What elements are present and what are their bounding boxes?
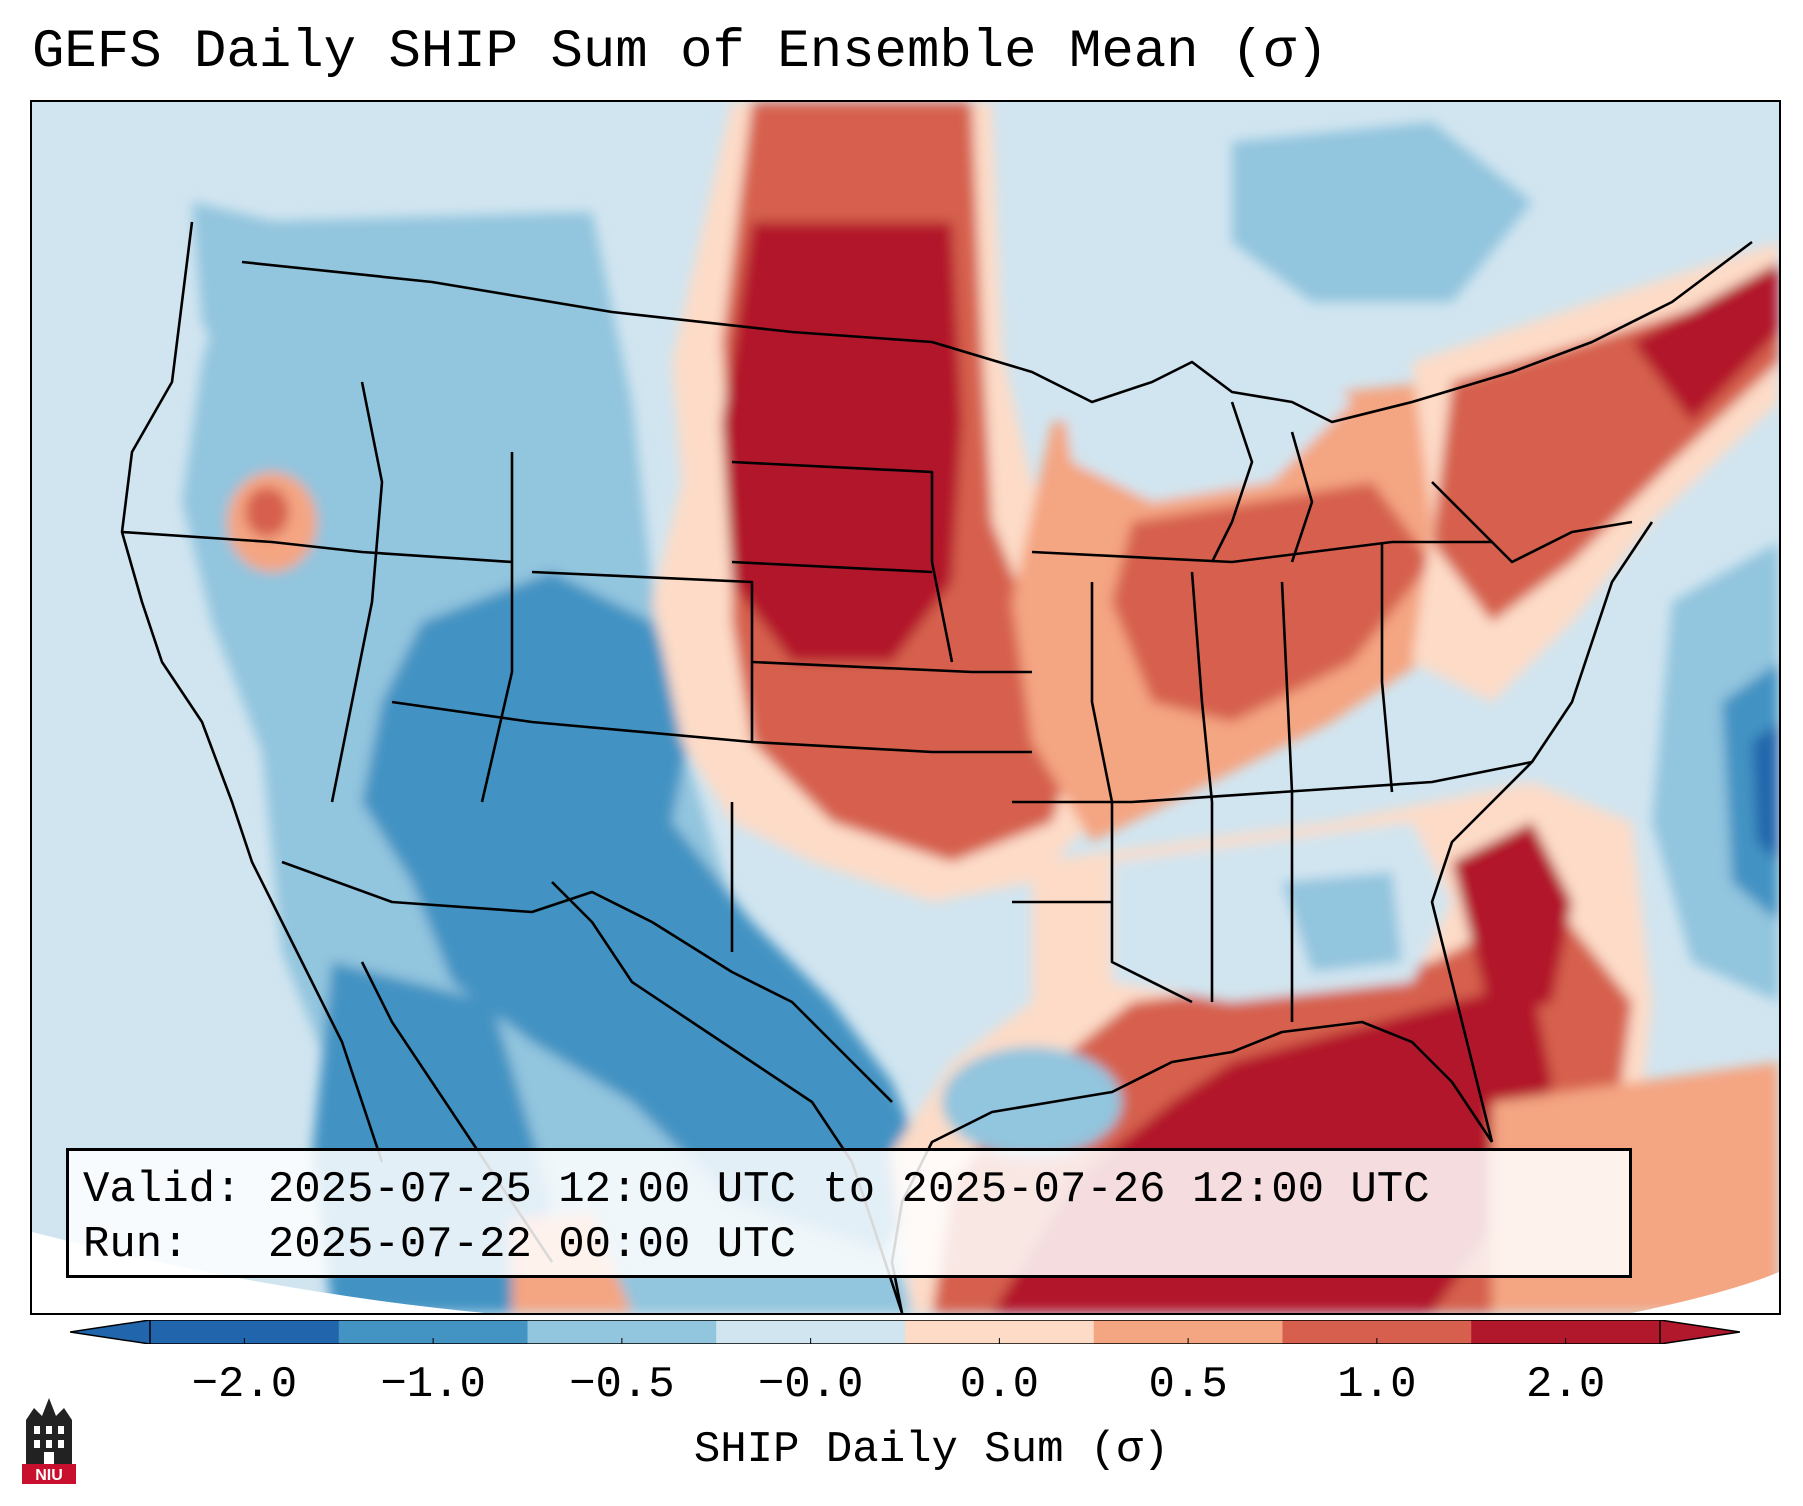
logo-text: NIU xyxy=(35,1467,63,1484)
tick-label: −0.5 xyxy=(569,1360,675,1410)
tick-label: −0.0 xyxy=(757,1360,864,1410)
colorbar-ticks xyxy=(243,1338,1567,1344)
logo-band xyxy=(22,1464,76,1484)
run-time-text: Run: 2025-07-22 00:00 UTC xyxy=(83,1220,796,1270)
colorbar xyxy=(70,1320,1740,1344)
map-panel xyxy=(30,100,1781,1315)
tick-label: −2.0 xyxy=(191,1360,298,1410)
tick-label: 0.5 xyxy=(1148,1360,1228,1410)
colorbar-label: SHIP Daily Sum (σ) xyxy=(0,1425,1803,1475)
colorbar-label-text: SHIP Daily Sum (σ) xyxy=(693,1425,1170,1475)
colorbar-extend-high xyxy=(1660,1320,1740,1344)
ship-map xyxy=(32,102,1779,1313)
tick-label: −1.0 xyxy=(380,1360,486,1410)
colorbar-segments xyxy=(150,1320,1661,1344)
colorbar-outline xyxy=(149,1320,1661,1344)
niu-logo: NIU xyxy=(22,1398,76,1484)
domain-edge xyxy=(32,1232,1032,1313)
valid-run-info-box: Valid: 2025-07-25 12:00 UTC to 2025-07-2… xyxy=(66,1148,1632,1278)
tick-label: 2.0 xyxy=(1526,1360,1606,1410)
map-title: GEFS Daily SHIP Sum of Ensemble Mean (σ) xyxy=(32,22,1329,83)
colorbar-extend-low xyxy=(70,1320,150,1344)
tick-label: 1.0 xyxy=(1337,1360,1417,1410)
tick-label: 0.0 xyxy=(959,1360,1039,1410)
colorbar-tick-labels: −2.0 −1.0 −0.5 −0.0 0.0 0.5 1.0 2.0 xyxy=(0,1360,1803,1420)
valid-time-text: Valid: 2025-07-25 12:00 UTC to 2025-07-2… xyxy=(83,1165,1430,1215)
